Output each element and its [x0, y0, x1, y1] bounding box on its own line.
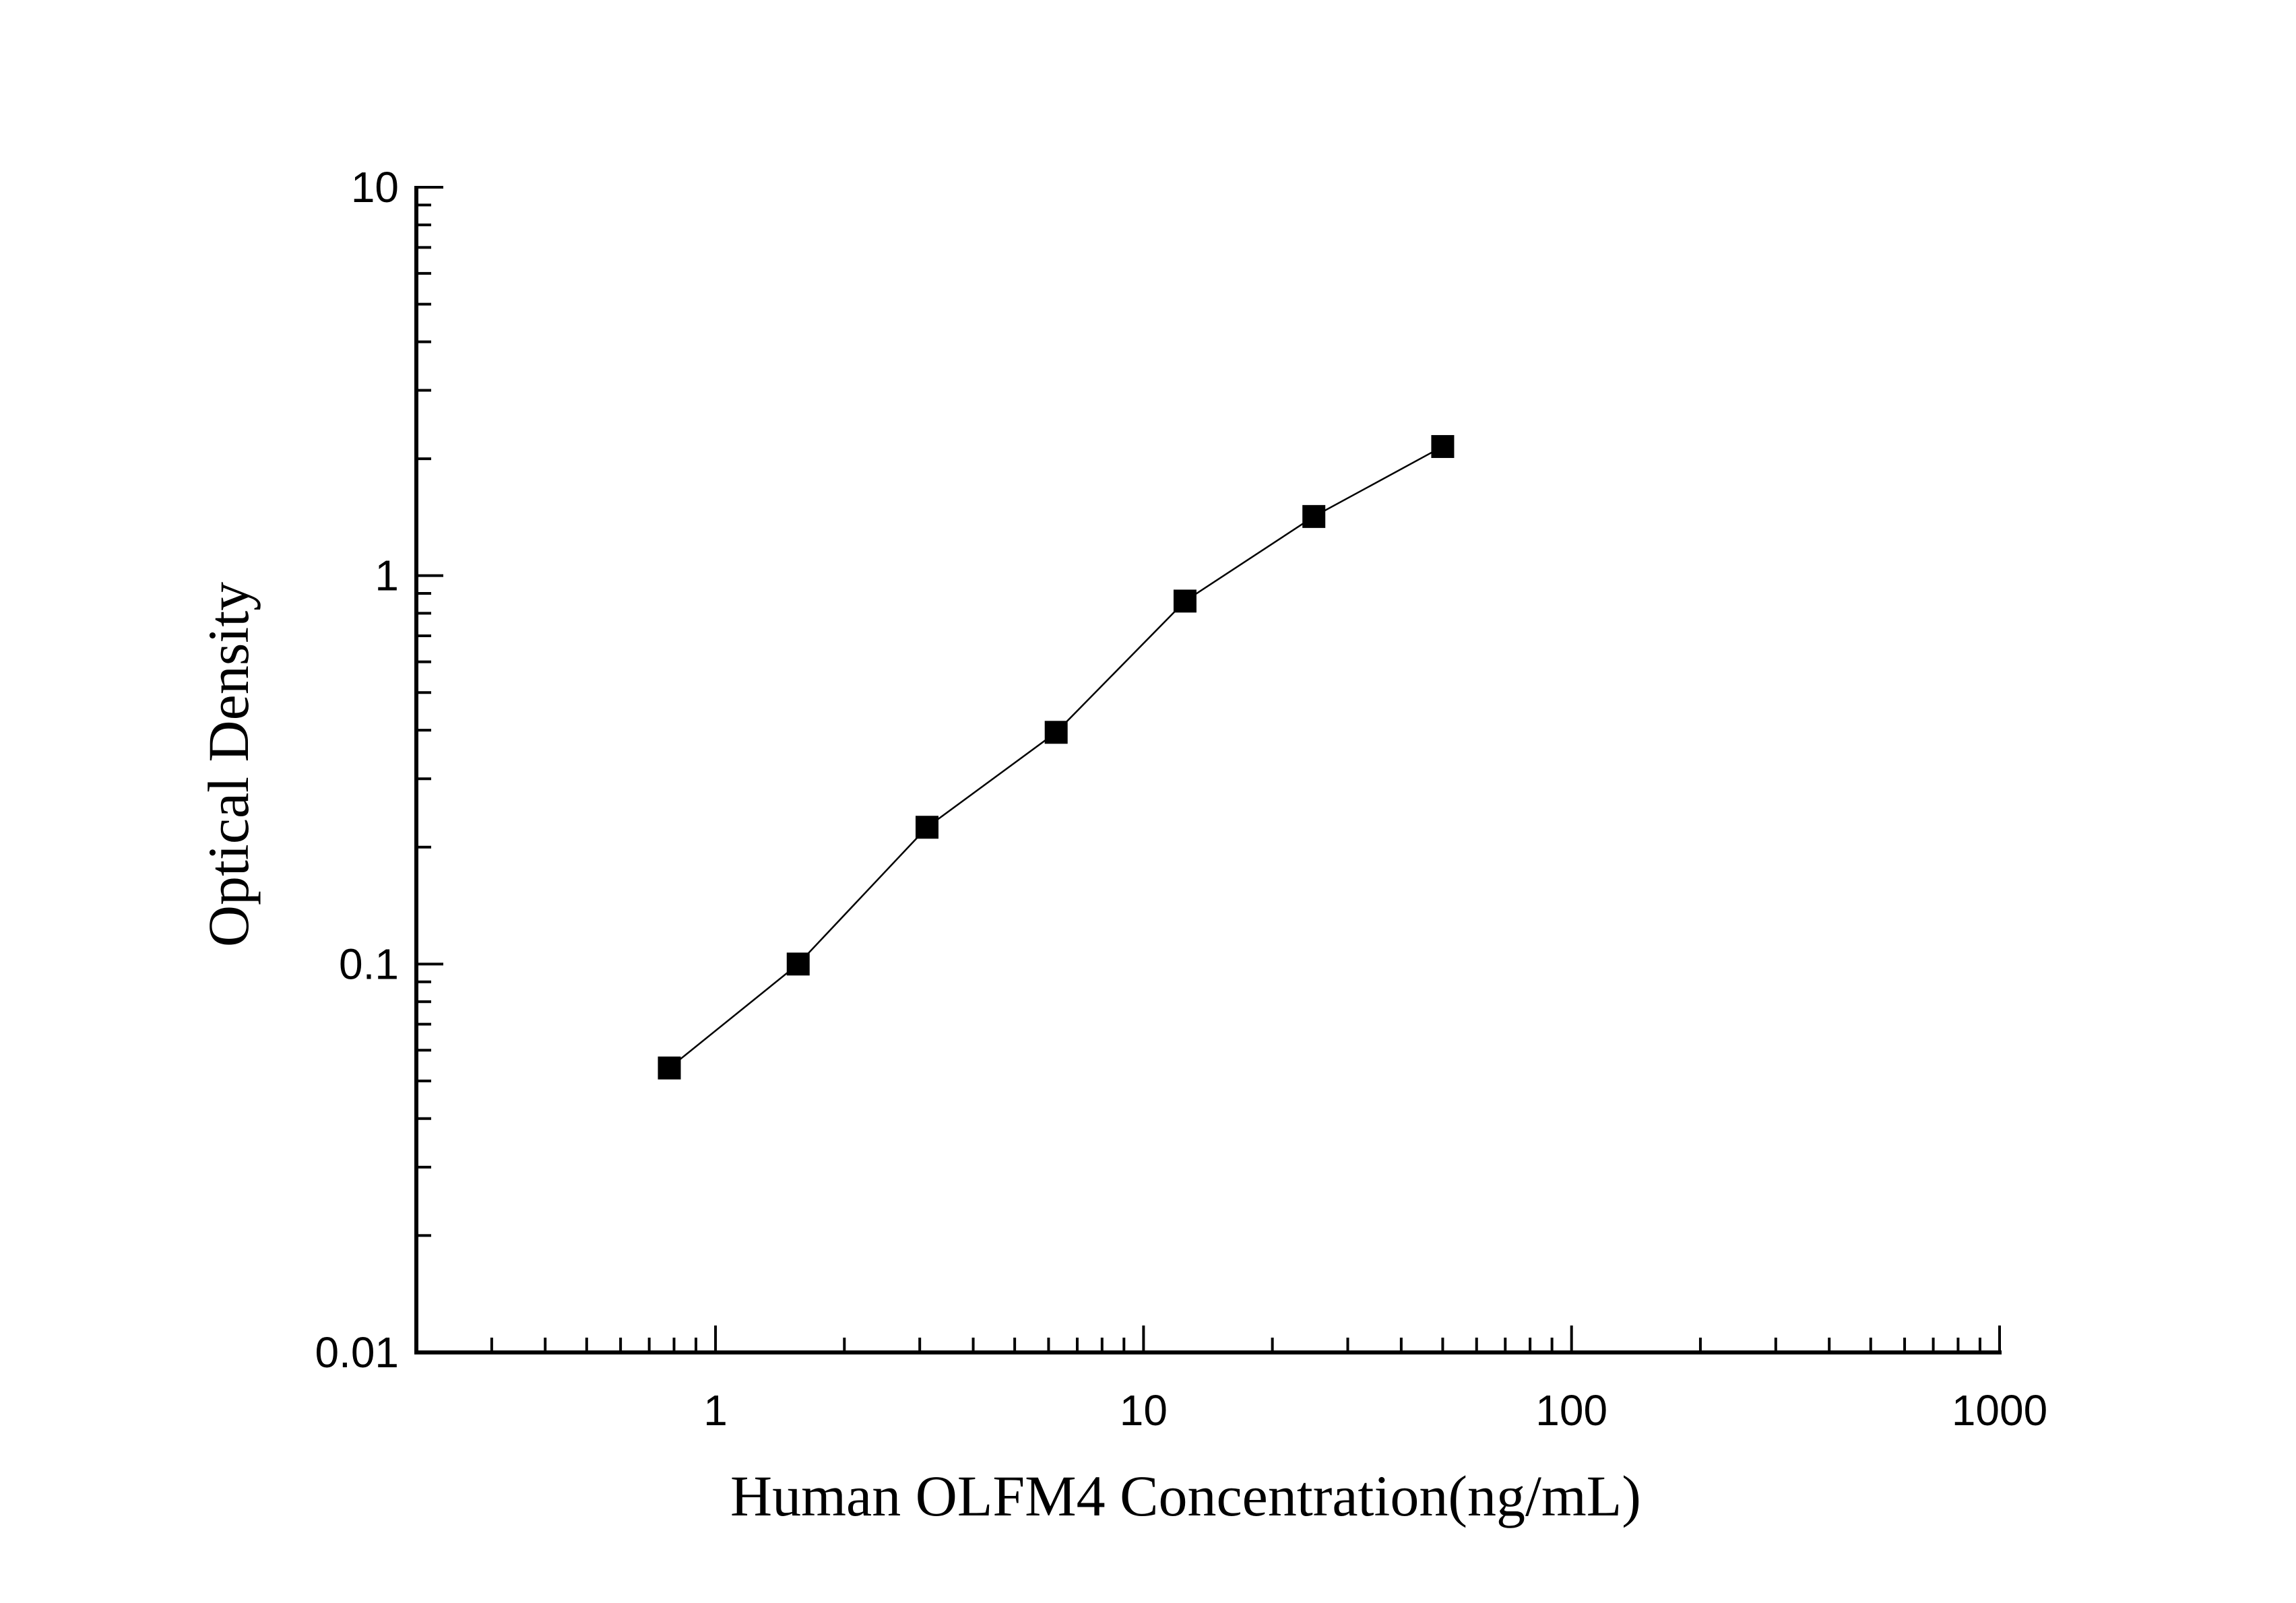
x-tick-label: 100: [1535, 1386, 1607, 1435]
x-tick-label: 1: [703, 1386, 728, 1435]
data-point: [1173, 589, 1197, 613]
series-line: [668, 445, 1444, 1069]
series: [658, 434, 1455, 1080]
y-tick-label: 0.1: [339, 940, 399, 988]
data-point: [1044, 721, 1068, 744]
y-axis-title: Optical Density: [196, 582, 261, 947]
data-point: [916, 816, 939, 839]
y-tick-label: 0.01: [315, 1328, 399, 1377]
y-tick-label: 1: [375, 552, 399, 600]
axes: [414, 186, 2002, 1354]
data-point: [786, 952, 810, 976]
data-point: [658, 1056, 681, 1080]
ticks: [415, 186, 2001, 1354]
x-tick-label: 1000: [1952, 1386, 2047, 1435]
x-axis-title: Human OLFM4 Concentration(ng/mL): [730, 1464, 1641, 1528]
data-point: [1431, 434, 1455, 458]
y-tick-label: 10: [351, 163, 399, 211]
tick-labels: 1 10 100 1000 0.01 0.1 1 10: [315, 163, 2047, 1435]
x-tick-label: 10: [1120, 1386, 1168, 1435]
data-point: [1302, 504, 1326, 528]
